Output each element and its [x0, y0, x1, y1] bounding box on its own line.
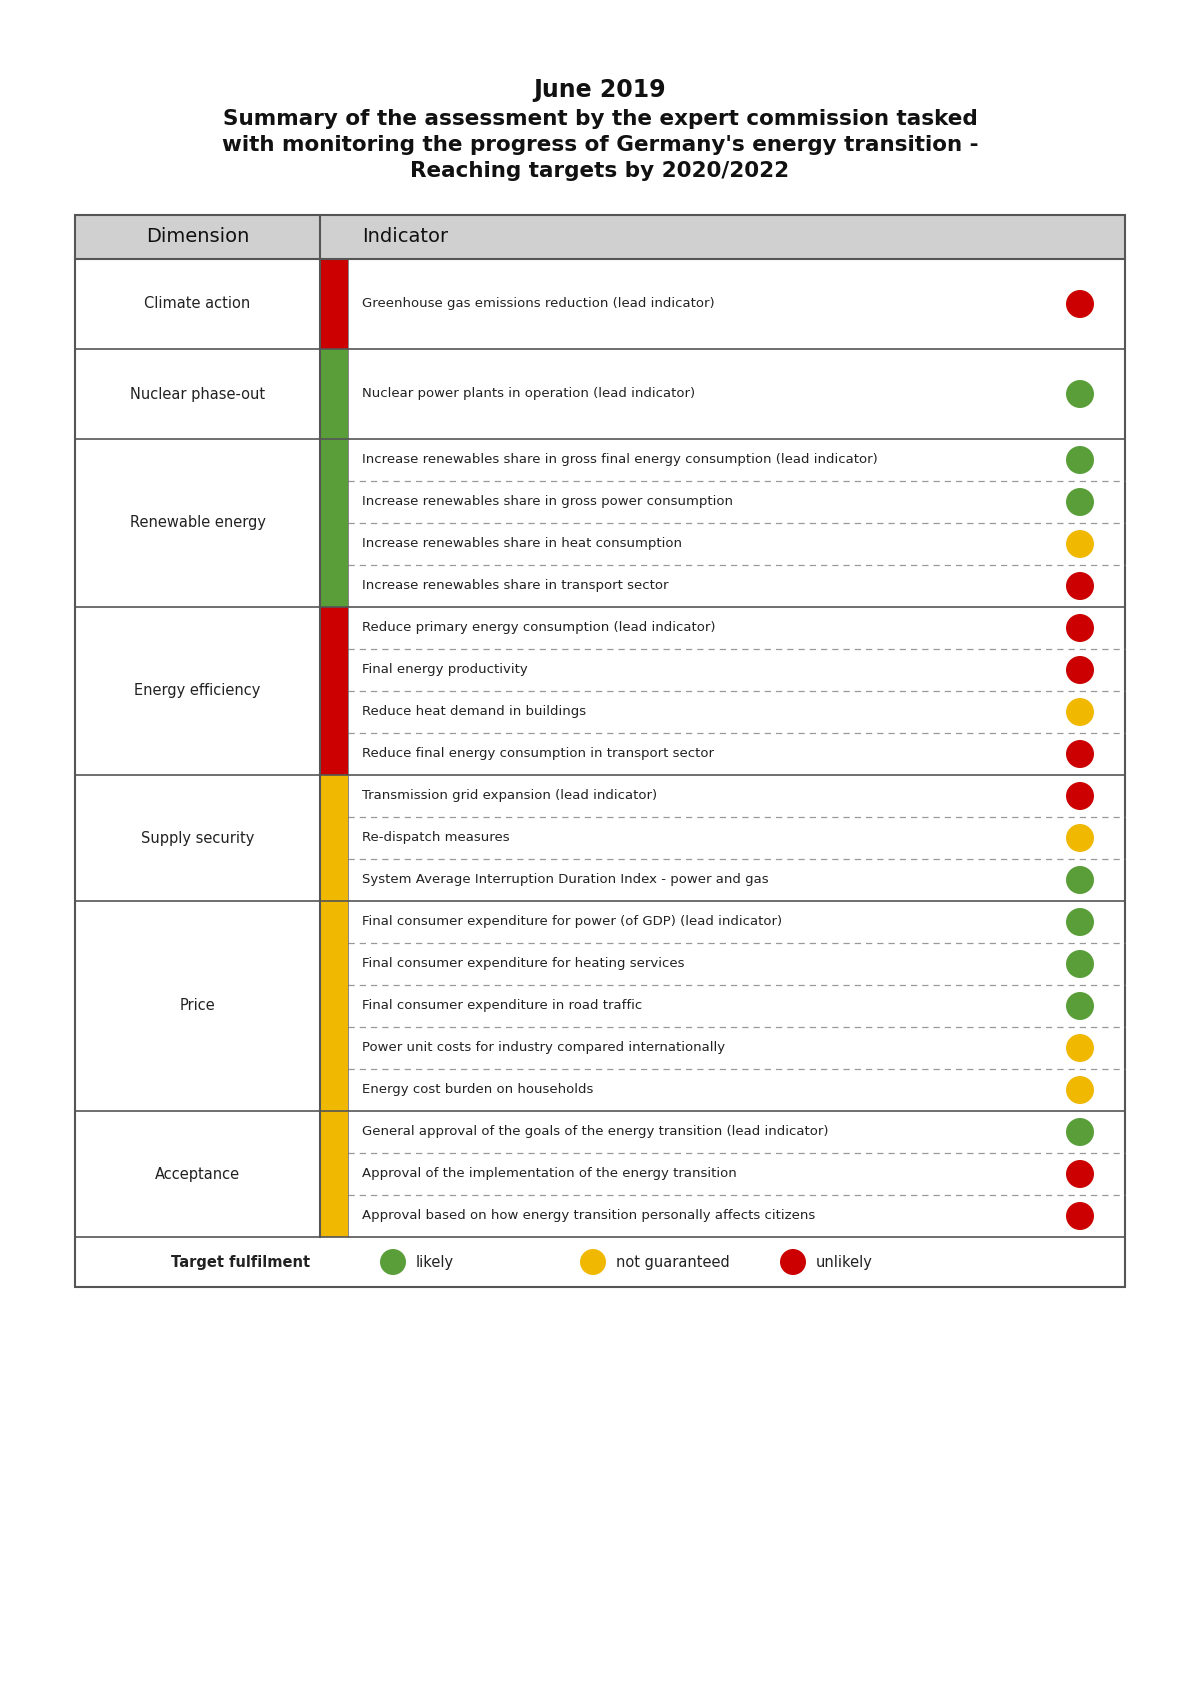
Bar: [348, 944, 1126, 984]
Text: Final consumer expenditure for heating services: Final consumer expenditure for heating s…: [362, 957, 684, 971]
Bar: [74, 260, 320, 350]
Bar: [348, 565, 1126, 608]
Circle shape: [1066, 1201, 1094, 1230]
Text: Dimension: Dimension: [146, 227, 250, 246]
Bar: [348, 480, 1126, 523]
Bar: [320, 776, 348, 901]
Text: Indicator: Indicator: [362, 227, 448, 246]
Bar: [320, 608, 348, 776]
Text: Increase renewables share in gross power consumption: Increase renewables share in gross power…: [362, 496, 733, 509]
Bar: [74, 216, 1126, 1286]
Bar: [348, 523, 1126, 565]
Text: Final consumer expenditure for power (of GDP) (lead indicator): Final consumer expenditure for power (of…: [362, 915, 782, 928]
Text: likely: likely: [416, 1254, 454, 1269]
Text: Greenhouse gas emissions reduction (lead indicator): Greenhouse gas emissions reduction (lead…: [362, 297, 715, 311]
Bar: [320, 1112, 348, 1237]
Circle shape: [580, 1249, 606, 1274]
Bar: [74, 1237, 1126, 1286]
Bar: [348, 901, 1126, 944]
Circle shape: [1066, 290, 1094, 317]
Circle shape: [380, 1249, 406, 1274]
Text: Summary of the assessment by the expert commission tasked
with monitoring the pr: Summary of the assessment by the expert …: [222, 109, 978, 182]
Text: June 2019: June 2019: [534, 78, 666, 102]
Bar: [348, 984, 1126, 1027]
Circle shape: [1066, 950, 1094, 977]
Circle shape: [780, 1249, 806, 1274]
Text: Price: Price: [180, 998, 215, 1013]
Text: Reduce heat demand in buildings: Reduce heat demand in buildings: [362, 706, 586, 718]
Bar: [348, 648, 1126, 691]
Circle shape: [1066, 1076, 1094, 1105]
Circle shape: [1066, 825, 1094, 852]
Text: Energy efficiency: Energy efficiency: [134, 684, 260, 699]
Bar: [348, 350, 1126, 440]
Circle shape: [1066, 657, 1094, 684]
Bar: [348, 1152, 1126, 1195]
Circle shape: [1066, 865, 1094, 894]
Text: General approval of the goals of the energy transition (lead indicator): General approval of the goals of the ene…: [362, 1125, 828, 1139]
Circle shape: [1066, 782, 1094, 809]
Text: Supply security: Supply security: [140, 830, 254, 845]
Text: Renewable energy: Renewable energy: [130, 516, 265, 531]
Bar: [74, 440, 320, 608]
Circle shape: [1066, 993, 1094, 1020]
Bar: [74, 350, 320, 440]
Text: Increase renewables share in heat consumption: Increase renewables share in heat consum…: [362, 538, 682, 550]
Text: not guaranteed: not guaranteed: [616, 1254, 730, 1269]
Bar: [348, 1112, 1126, 1152]
Bar: [348, 733, 1126, 776]
Bar: [348, 816, 1126, 859]
Text: Climate action: Climate action: [144, 297, 251, 312]
Text: Acceptance: Acceptance: [155, 1166, 240, 1181]
Circle shape: [1066, 697, 1094, 726]
Bar: [74, 608, 320, 776]
Text: Transmission grid expansion (lead indicator): Transmission grid expansion (lead indica…: [362, 789, 658, 803]
Text: System Average Interruption Duration Index - power and gas: System Average Interruption Duration Ind…: [362, 874, 769, 886]
Bar: [348, 691, 1126, 733]
Text: Power unit costs for industry compared internationally: Power unit costs for industry compared i…: [362, 1042, 725, 1054]
Bar: [348, 1195, 1126, 1237]
Bar: [320, 440, 348, 608]
Bar: [348, 776, 1126, 816]
Circle shape: [1066, 614, 1094, 641]
Text: Increase renewables share in transport sector: Increase renewables share in transport s…: [362, 579, 668, 592]
Circle shape: [1066, 446, 1094, 473]
Text: Final consumer expenditure in road traffic: Final consumer expenditure in road traff…: [362, 1000, 642, 1013]
Circle shape: [1066, 908, 1094, 937]
Circle shape: [1066, 1033, 1094, 1062]
Bar: [348, 859, 1126, 901]
Bar: [74, 216, 1126, 260]
Text: Reduce final energy consumption in transport sector: Reduce final energy consumption in trans…: [362, 747, 714, 760]
Bar: [348, 260, 1126, 350]
Bar: [74, 1112, 320, 1237]
Text: Nuclear phase-out: Nuclear phase-out: [130, 387, 265, 402]
Circle shape: [1066, 572, 1094, 601]
Bar: [348, 440, 1126, 480]
Text: Energy cost burden on households: Energy cost burden on households: [362, 1083, 593, 1096]
Text: Approval based on how energy transition personally affects citizens: Approval based on how energy transition …: [362, 1210, 815, 1222]
Bar: [320, 901, 348, 1112]
Text: Approval of the implementation of the energy transition: Approval of the implementation of the en…: [362, 1168, 737, 1181]
Text: Re-dispatch measures: Re-dispatch measures: [362, 832, 510, 845]
Bar: [320, 350, 348, 440]
Text: unlikely: unlikely: [816, 1254, 872, 1269]
Bar: [348, 608, 1126, 648]
Bar: [74, 776, 320, 901]
Text: Nuclear power plants in operation (lead indicator): Nuclear power plants in operation (lead …: [362, 387, 695, 400]
Text: Reduce primary energy consumption (lead indicator): Reduce primary energy consumption (lead …: [362, 621, 715, 635]
Circle shape: [1066, 380, 1094, 407]
Circle shape: [1066, 1118, 1094, 1145]
Circle shape: [1066, 1161, 1094, 1188]
Bar: [348, 1069, 1126, 1112]
Text: Final energy productivity: Final energy productivity: [362, 664, 528, 677]
Text: Increase renewables share in gross final energy consumption (lead indicator): Increase renewables share in gross final…: [362, 453, 877, 467]
Bar: [74, 901, 320, 1112]
Text: Target fulfilment: Target fulfilment: [170, 1254, 310, 1269]
Circle shape: [1066, 489, 1094, 516]
Circle shape: [1066, 529, 1094, 558]
Circle shape: [1066, 740, 1094, 769]
Bar: [348, 1027, 1126, 1069]
Bar: [320, 260, 348, 350]
